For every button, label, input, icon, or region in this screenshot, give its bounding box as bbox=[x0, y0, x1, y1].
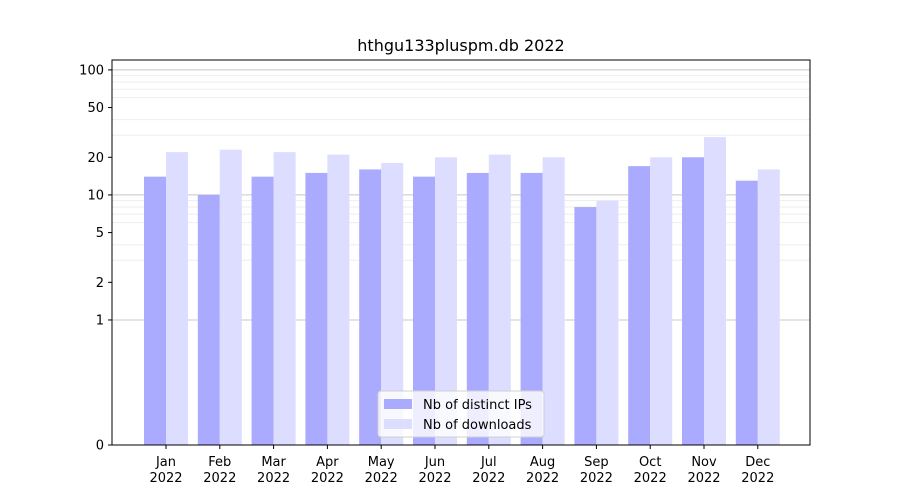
x-tick-label-year: 2022 bbox=[472, 471, 505, 486]
x-tick-label: Dec 2022 bbox=[741, 455, 774, 486]
legend: Nb of distinct IPs Nb of downloads bbox=[377, 390, 545, 438]
bar-distinct-ips bbox=[574, 207, 597, 445]
legend-label: Nb of distinct IPs bbox=[423, 398, 532, 413]
legend-swatch bbox=[384, 399, 412, 409]
legend-swatch bbox=[384, 419, 412, 429]
y-tick-label: 10 bbox=[87, 188, 104, 203]
bar-downloads bbox=[166, 152, 188, 445]
x-tick-label-year: 2022 bbox=[741, 471, 774, 486]
x-tick-label-month: Jun bbox=[424, 455, 445, 470]
plot-frame bbox=[111, 59, 811, 446]
x-tick-label: Nov 2022 bbox=[687, 455, 720, 486]
y-tick-label: 50 bbox=[87, 101, 104, 116]
chart-title: hthgu133pluspm.db 2022 bbox=[357, 36, 564, 55]
x-tick-label: Jun 2022 bbox=[418, 455, 451, 486]
x-tick-label-month: Jan bbox=[155, 455, 176, 470]
x-tick-label-month: Jul bbox=[480, 455, 497, 470]
x-tick-label: Jul 2022 bbox=[472, 455, 505, 486]
bar-distinct-ips bbox=[735, 180, 758, 445]
x-tick-label-year: 2022 bbox=[203, 471, 236, 486]
bar-distinct-ips bbox=[413, 176, 435, 445]
x-tick-label-month: Oct bbox=[639, 455, 661, 470]
x-tick-label-month: Apr bbox=[316, 455, 339, 470]
x-tick-label-year: 2022 bbox=[580, 471, 613, 486]
bar-distinct-ips bbox=[466, 172, 489, 445]
legend-box bbox=[377, 390, 545, 438]
y-tick-label: 0 bbox=[96, 439, 104, 454]
x-tick-label: Feb 2022 bbox=[203, 455, 236, 486]
legend-label: Nb of downloads bbox=[423, 418, 532, 433]
x-tick-label: Oct 2022 bbox=[634, 455, 667, 486]
x-tick-label-year: 2022 bbox=[311, 471, 344, 486]
bar-distinct-ips bbox=[251, 176, 274, 445]
bar-downloads bbox=[757, 169, 780, 445]
x-tick-label-month: Nov bbox=[691, 455, 717, 470]
bar-downloads bbox=[327, 154, 350, 446]
x-tick-label-month: Dec bbox=[745, 455, 770, 470]
x-tick-label: Aug 2022 bbox=[526, 455, 559, 486]
bar-distinct-ips bbox=[305, 172, 328, 445]
x-tick-label: Sep 2022 bbox=[580, 455, 613, 486]
bar-downloads bbox=[488, 154, 511, 446]
bar-downloads bbox=[704, 137, 726, 445]
bar-distinct-ips bbox=[520, 172, 543, 445]
bar-downloads bbox=[219, 149, 242, 446]
x-tick-label: May 2022 bbox=[365, 455, 398, 486]
bar-distinct-ips bbox=[359, 169, 382, 445]
y-tick-label: 100 bbox=[79, 63, 104, 78]
y-tick-label: 5 bbox=[96, 226, 104, 241]
x-tick-label-year: 2022 bbox=[526, 471, 559, 486]
bar-distinct-ips bbox=[144, 176, 166, 445]
bar-downloads bbox=[650, 157, 673, 445]
x-tick-label-year: 2022 bbox=[257, 471, 290, 486]
x-tick-label-month: Sep bbox=[584, 455, 609, 470]
x-tick-label-month: Aug bbox=[530, 455, 555, 470]
x-tick-label: Jan 2022 bbox=[149, 455, 182, 486]
bar-distinct-ips bbox=[682, 157, 704, 445]
x-tick-label-month: May bbox=[368, 455, 395, 470]
x-tick-label-year: 2022 bbox=[418, 471, 451, 486]
x-tick-label-year: 2022 bbox=[687, 471, 720, 486]
x-tick-label-year: 2022 bbox=[634, 471, 667, 486]
y-tick-label: 2 bbox=[96, 276, 104, 291]
bar-downloads bbox=[542, 157, 565, 445]
x-tick-label-year: 2022 bbox=[365, 471, 398, 486]
x-tick-label-month: Feb bbox=[208, 455, 231, 470]
bar-downloads bbox=[381, 163, 404, 445]
x-tick-label: Mar 2022 bbox=[257, 455, 290, 486]
y-tick-label: 20 bbox=[87, 151, 104, 166]
bar-downloads bbox=[596, 200, 619, 445]
bar-downloads bbox=[435, 157, 457, 445]
x-tick-label-month: Mar bbox=[261, 455, 286, 470]
bars-layer bbox=[144, 137, 780, 446]
y-axis: 0 1 2 5 10 20 50 100 bbox=[79, 63, 112, 454]
bar-downloads bbox=[273, 152, 296, 445]
x-tick-label-year: 2022 bbox=[149, 471, 182, 486]
bar-distinct-ips bbox=[628, 166, 651, 445]
x-tick-label: Apr 2022 bbox=[311, 455, 344, 486]
bar-distinct-ips bbox=[197, 194, 220, 445]
y-tick-label: 1 bbox=[96, 313, 104, 328]
